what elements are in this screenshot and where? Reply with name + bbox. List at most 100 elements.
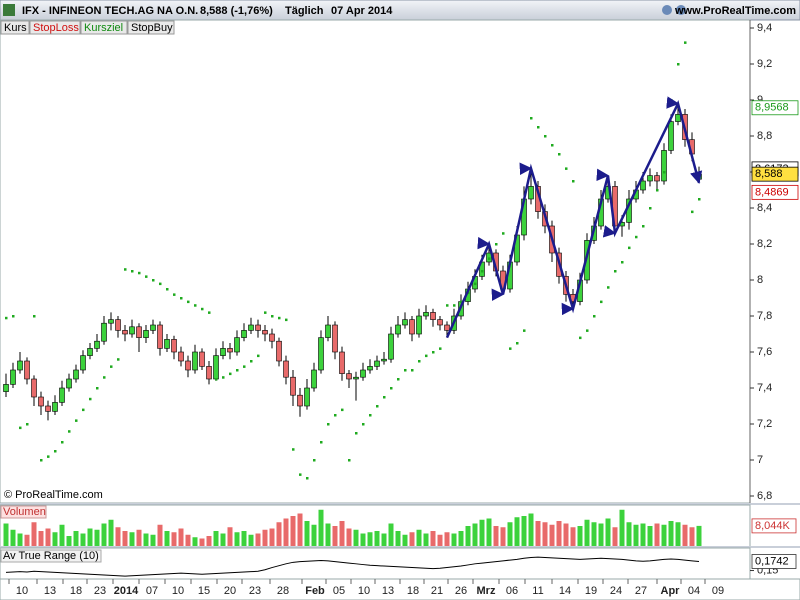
volume-bar xyxy=(73,531,79,546)
candle-body xyxy=(17,360,23,371)
volume-bar xyxy=(360,533,366,546)
candle-body xyxy=(437,319,443,326)
candle-body xyxy=(115,319,121,331)
volume-bar xyxy=(388,523,394,546)
volume-bar xyxy=(591,522,597,546)
sar-dot xyxy=(663,171,666,174)
candle-body xyxy=(143,330,149,338)
candle-body xyxy=(283,360,289,378)
candle-body xyxy=(353,376,359,380)
panel-label: Volumen xyxy=(3,506,46,518)
volume-bar xyxy=(143,533,149,546)
sar-dot xyxy=(187,300,190,304)
candle-body xyxy=(311,369,317,389)
volume-bar xyxy=(290,516,296,546)
volume-bar xyxy=(465,526,471,546)
sar-dot xyxy=(586,329,589,332)
sar-dot xyxy=(82,408,85,412)
y-tick-label: 8 xyxy=(757,274,763,286)
volume-bar xyxy=(276,522,282,546)
volume-bar xyxy=(570,527,576,546)
volume-bar xyxy=(444,532,450,546)
sar-dot xyxy=(544,135,547,138)
toolbar-button-label: Kurs xyxy=(4,22,27,34)
volume-bar xyxy=(332,526,338,546)
x-tick-label: 26 xyxy=(455,585,467,597)
volume-bar xyxy=(24,534,30,546)
sar-dot xyxy=(425,354,428,358)
volume-bar xyxy=(213,531,219,546)
candle-body xyxy=(290,376,296,396)
x-tick-label: 06 xyxy=(506,585,518,597)
volume-bar xyxy=(640,523,646,546)
volume-bar xyxy=(563,523,569,546)
volume-bar xyxy=(542,522,548,546)
volume-bar xyxy=(17,533,23,546)
candle-body xyxy=(171,339,177,353)
candle-body xyxy=(24,360,30,380)
volume-bar xyxy=(654,523,660,546)
candle-body xyxy=(73,369,79,380)
volume-bar xyxy=(479,519,485,546)
sar-dot xyxy=(362,423,365,426)
volume-bar xyxy=(269,528,275,546)
volume-tag-label: 8,044K xyxy=(755,520,791,532)
candle-body xyxy=(360,369,366,378)
candle-body xyxy=(668,121,674,151)
toolbar-button[interactable] xyxy=(80,20,128,35)
sar-dot xyxy=(215,378,218,381)
y-tick-label: 7,4 xyxy=(757,382,772,394)
sar-dot xyxy=(537,126,540,129)
candle-body xyxy=(255,324,261,331)
volume-bar xyxy=(192,537,198,546)
sar-dot xyxy=(404,369,407,372)
window-button[interactable] xyxy=(662,5,672,15)
x-tick-label: 04 xyxy=(688,585,700,597)
volume-bar xyxy=(437,534,443,546)
volume-bar xyxy=(500,527,506,546)
x-tick-label: 13 xyxy=(382,585,394,597)
sar-dot xyxy=(299,473,302,476)
window-button[interactable] xyxy=(676,5,686,15)
volume-bar xyxy=(339,521,345,546)
candle-body xyxy=(423,312,429,317)
x-tick-label: Mrz xyxy=(477,585,496,597)
sar-dot xyxy=(327,423,330,426)
toolbar-button[interactable] xyxy=(29,20,81,35)
volume-bar xyxy=(584,519,590,546)
sar-dot xyxy=(376,405,379,408)
sar-dot xyxy=(481,270,484,273)
sar-dot xyxy=(572,180,575,183)
volume-bar xyxy=(3,523,9,546)
volume-bar xyxy=(430,531,436,546)
toolbar-button[interactable] xyxy=(0,20,30,35)
sar-dot xyxy=(33,315,36,318)
volume-bar xyxy=(297,513,303,546)
candle-body xyxy=(297,394,303,407)
candle-body xyxy=(367,366,373,371)
sar-dot xyxy=(61,441,64,444)
price-tag xyxy=(751,100,799,116)
candle-body xyxy=(192,351,198,371)
sar-dot xyxy=(621,261,624,264)
panel-label: Av True Range (10) xyxy=(3,550,99,562)
candle-body xyxy=(129,326,135,335)
x-tick-label: 23 xyxy=(94,585,106,597)
volume-bar xyxy=(52,532,58,546)
volume-bar xyxy=(227,527,233,546)
price-tag-label: 8,9568 xyxy=(755,102,789,114)
candle-body xyxy=(164,339,170,349)
sar-dot xyxy=(40,459,43,462)
x-tick-label: 05 xyxy=(333,585,345,597)
candle-body xyxy=(122,330,128,335)
toolbar-button[interactable] xyxy=(127,20,175,35)
sar-dot xyxy=(334,414,337,417)
quote: 8,588 (-1,76%) xyxy=(200,5,273,17)
x-tick-label: 10 xyxy=(16,585,28,597)
volume-bar xyxy=(647,526,653,546)
volume-bar xyxy=(661,524,667,546)
x-tick-label: 19 xyxy=(585,585,597,597)
candle-body xyxy=(206,366,212,380)
sar-dot xyxy=(453,304,456,307)
volume-bar xyxy=(66,536,72,546)
